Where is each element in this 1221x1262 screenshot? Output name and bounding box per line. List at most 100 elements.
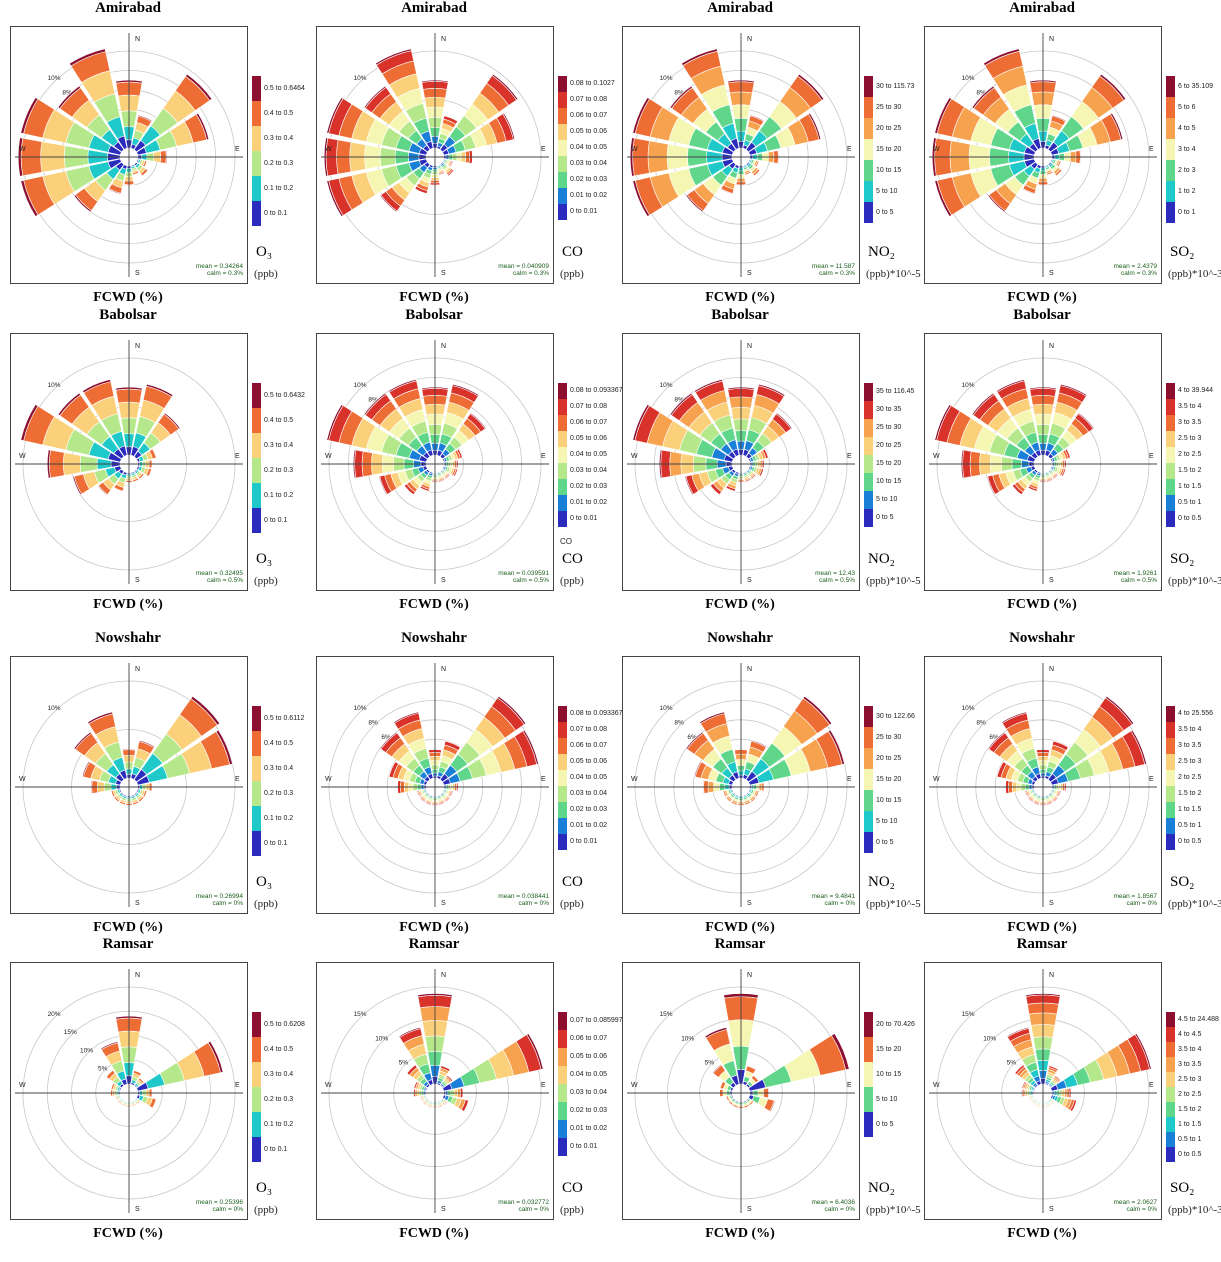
mean-value: mean = 0.039591: [498, 570, 549, 577]
legend-swatch: [1166, 1132, 1175, 1147]
legend-label: 30 to 122.66: [876, 713, 915, 720]
station-title: Nowshahr: [10, 630, 246, 647]
legend-label: 0 to 0.5: [1178, 838, 1201, 845]
mean-value: mean = 2.4379: [1113, 263, 1157, 270]
legend-swatch: [864, 118, 873, 139]
ring-label: 10%: [354, 705, 367, 712]
legend-swatch: [252, 806, 261, 831]
legend-swatch: [1166, 1057, 1175, 1072]
legend-swatch: [558, 188, 567, 204]
calm-value: calm = 0.3%: [196, 270, 243, 277]
legend-swatch: [1166, 770, 1175, 786]
legend-swatch: [1166, 495, 1175, 511]
legend-swatch: [558, 92, 567, 108]
legend-swatch: [1166, 1102, 1175, 1117]
legend-label: 0.5 to 0.6208: [264, 1021, 305, 1028]
direction-label: S: [441, 1206, 446, 1213]
legend-label: 0.3 to 0.4: [264, 442, 293, 449]
direction-label: W: [19, 776, 26, 783]
legend-swatch: [252, 176, 261, 201]
legend-label: 2.5 to 3: [1178, 435, 1201, 442]
ring-label: 8%: [674, 720, 684, 727]
unit-label: (ppb)*10^-3: [1168, 898, 1221, 910]
legend-label: 0.1 to 0.2: [264, 185, 293, 192]
legend-label: 0.06 to 0.07: [570, 742, 607, 749]
direction-label: W: [933, 776, 940, 783]
direction-label: S: [135, 270, 140, 277]
legend-label: 1 to 1.5: [1178, 806, 1201, 813]
legend-swatch: [558, 1012, 567, 1030]
direction-label: N: [441, 343, 446, 350]
legend-label: 2 to 2.5: [1178, 1091, 1201, 1098]
direction-label: W: [325, 1082, 332, 1089]
legend-label: 15 to 20: [876, 460, 901, 467]
calm-value: calm = 0%: [811, 900, 855, 907]
direction-label: W: [19, 146, 26, 153]
legend-label: 25 to 30: [876, 104, 901, 111]
legend-swatch: [252, 756, 261, 781]
station-title: Ramsar: [316, 936, 552, 953]
direction-label: S: [1049, 270, 1054, 277]
mean-value: mean = 11.587: [812, 263, 855, 270]
legend-swatch: [1166, 1027, 1175, 1042]
direction-label: E: [541, 1082, 546, 1089]
calm-value: calm = 0%: [196, 900, 243, 907]
mean-value: mean = 1.8567: [1113, 893, 1157, 900]
legend-swatch: [864, 419, 873, 437]
legend-swatch: [558, 172, 567, 188]
direction-label: S: [135, 900, 140, 907]
legend-label: 3.5 to 4: [1178, 403, 1201, 410]
legend-swatch: [558, 1102, 567, 1120]
ring-label: 10%: [962, 75, 975, 82]
legend-swatch: [864, 383, 873, 401]
calm-value: calm = 0.3%: [1113, 270, 1157, 277]
legend-label: 0.3 to 0.4: [264, 765, 293, 772]
pollutant-label: NO₂: [868, 1180, 895, 1197]
calm-value: calm = 0%: [1113, 900, 1157, 907]
fcwd-label: FCWD (%): [10, 597, 246, 613]
ring-label: 10%: [962, 382, 975, 389]
legend-label: 25 to 30: [876, 424, 901, 431]
legend-swatch: [1166, 463, 1175, 479]
legend-label: 4.5 to 24.488: [1178, 1016, 1219, 1023]
legend-swatch: [558, 383, 567, 399]
direction-label: E: [1149, 776, 1154, 783]
calm-value: calm = 0.5%: [815, 577, 855, 584]
legend-label: 0.01 to 0.02: [570, 499, 607, 506]
legend-label: 0.07 to 0.085997: [570, 1017, 623, 1024]
legend-label: 5 to 10: [876, 496, 897, 503]
unit-label: (ppb): [560, 268, 584, 280]
direction-label: N: [135, 972, 140, 979]
ring-label: 8%: [976, 720, 986, 727]
legend-swatch: [558, 140, 567, 156]
legend-label: 0.04 to 0.05: [570, 774, 607, 781]
ring-label: 15%: [660, 1011, 673, 1018]
mean-value: mean = 0.32495: [196, 570, 243, 577]
legend-label: 0 to 0.01: [570, 515, 597, 522]
legend-label: 1 to 2: [1178, 188, 1196, 195]
legend-label: 5 to 10: [876, 188, 897, 195]
legend-label: 15 to 20: [876, 1046, 901, 1053]
legend-label: 0.5 to 0.6432: [264, 392, 305, 399]
legend-label: 20 to 25: [876, 442, 901, 449]
calm-value: calm = 0%: [498, 1206, 549, 1213]
legend-label: 0.01 to 0.02: [570, 1125, 607, 1132]
direction-label: E: [847, 453, 852, 460]
direction-label: N: [1049, 343, 1054, 350]
direction-label: E: [847, 776, 852, 783]
ring-label: 10%: [983, 1035, 996, 1042]
